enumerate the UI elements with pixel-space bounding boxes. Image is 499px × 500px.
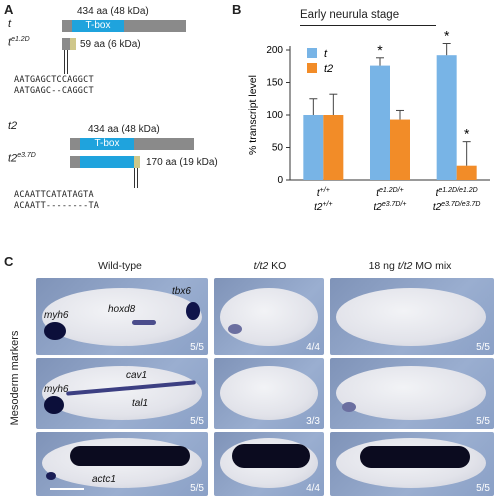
image-ko-row3: 4/4 bbox=[214, 432, 324, 496]
t-mutant-bar bbox=[62, 38, 70, 50]
legend-swatch-t2 bbox=[307, 63, 317, 73]
image-mo-row2: 5/5 bbox=[330, 358, 494, 429]
col-header-wildtype: Wild-type bbox=[98, 260, 142, 272]
t-mutant-frameshift bbox=[70, 38, 76, 50]
chart-title-underline bbox=[300, 25, 436, 26]
legend-label-t2: t2 bbox=[324, 63, 333, 75]
ratio-r2c1: 5/5 bbox=[190, 416, 204, 427]
stain-hoxd8 bbox=[132, 320, 156, 325]
ratio-r1c2: 4/4 bbox=[306, 342, 320, 353]
col-header-mo: 18 ng t/t2 MO mix bbox=[368, 260, 452, 272]
bar-t-0 bbox=[303, 115, 324, 180]
marker-cav1: cav1 bbox=[126, 370, 148, 381]
ratio-r3c1: 5/5 bbox=[190, 483, 204, 494]
t2-mutant-length: 170 aa (19 kDa) bbox=[146, 157, 218, 168]
t2-wt-sequence: ACAATTCATATAGTA bbox=[14, 190, 94, 200]
y-tick-label: 0 bbox=[277, 175, 283, 186]
image-mo-row3: 5/5 bbox=[330, 432, 494, 496]
stain-myh6 bbox=[44, 322, 66, 340]
col-header-ko: t/t2 KO bbox=[253, 260, 287, 272]
t-gene-label: t bbox=[8, 18, 12, 30]
legend-label-t: t bbox=[324, 48, 328, 60]
ratio-r2c2: 3/3 bbox=[306, 416, 320, 427]
t-mutant-label: te1.2D bbox=[8, 36, 30, 49]
panel-c-label: C bbox=[4, 254, 14, 269]
t-tbox-domain bbox=[72, 20, 124, 32]
ratio-r1c3: 5/5 bbox=[476, 342, 490, 353]
image-wt-row1: myh6 hoxd8 tbx6 5/5 bbox=[36, 278, 208, 355]
stain-actc1-somites bbox=[70, 446, 190, 466]
category-label-top-0: t+/+ bbox=[317, 187, 330, 199]
image-wt-row3: actc1 5/5 bbox=[36, 432, 208, 496]
panel-b-label: B bbox=[232, 2, 242, 17]
category-label-top-2: te1.2D/e1.2D bbox=[436, 187, 478, 199]
t-tbox-label: T-box bbox=[85, 20, 111, 31]
marker-myh6-a: myh6 bbox=[44, 310, 69, 321]
t2-site-line bbox=[134, 168, 135, 188]
bar-chart: 0 50 100 150 200 % transcript level t t2 t+/+ t2+… bbox=[247, 30, 490, 213]
marker-actc1: actc1 bbox=[92, 474, 116, 485]
chart-title: Early neurula stage bbox=[300, 9, 400, 21]
t2-site-line2 bbox=[137, 168, 138, 188]
t-mut-sequence: AATGAGC--CAGGCT bbox=[14, 86, 94, 96]
ratio-r1c1: 5/5 bbox=[190, 342, 204, 353]
panel-a-label: A bbox=[4, 2, 14, 17]
marker-myh6-b: myh6 bbox=[44, 384, 69, 395]
bar-t2-0 bbox=[323, 115, 344, 180]
legend-swatch-t bbox=[307, 48, 317, 58]
y-tick-label: 50 bbox=[272, 143, 284, 154]
sig-star-t2-2: * bbox=[464, 126, 470, 142]
t-wt-sequence: AATGAGCTCCAGGCT bbox=[14, 75, 94, 85]
t-protein-length: 434 aa (48 kDa) bbox=[77, 6, 149, 17]
t-mutant-length: 59 aa (6 kDa) bbox=[80, 39, 141, 50]
stain-faint-r2c3 bbox=[342, 402, 356, 412]
sig-star-t-1: * bbox=[377, 42, 383, 58]
sig-star-t-2: * bbox=[444, 30, 450, 44]
stain-actc1-mo bbox=[360, 446, 470, 468]
t-site-line2 bbox=[67, 50, 68, 74]
marker-hoxd8: hoxd8 bbox=[108, 304, 136, 315]
image-wt-row2: myh6 cav1 tal1 5/5 bbox=[36, 358, 208, 429]
t2-tbox-label: T-box bbox=[94, 138, 120, 149]
t2-mutant-frameshift bbox=[134, 156, 140, 168]
t-site-line bbox=[64, 50, 65, 74]
bar-t-2 bbox=[436, 55, 457, 181]
t2-mutant-bar bbox=[70, 156, 80, 168]
t2-mut-sequence: ACAATT--------TA bbox=[14, 201, 100, 211]
bar-t-1 bbox=[370, 65, 390, 180]
mesoderm-markers-label: Mesoderm markers bbox=[9, 330, 21, 426]
image-ko-row2: 3/3 bbox=[214, 358, 324, 429]
stain-myh6-b bbox=[44, 396, 64, 414]
stain-tbx6 bbox=[186, 302, 200, 320]
marker-tal1: tal1 bbox=[132, 398, 149, 409]
t2-protein-length: 434 aa (48 kDa) bbox=[88, 124, 160, 135]
y-axis-label: % transcript level bbox=[247, 75, 259, 155]
t2-mutant-label: t2e3.7D bbox=[8, 152, 36, 165]
stain-actc1-ko bbox=[232, 444, 310, 468]
ratio-r3c2: 4/4 bbox=[306, 483, 320, 494]
t2-tbox-domain bbox=[80, 138, 134, 150]
image-ko-row1: 4/4 bbox=[214, 278, 324, 355]
category-label-top-1: te1.2D/+ bbox=[376, 187, 404, 199]
y-tick-label: 200 bbox=[266, 45, 283, 56]
ratio-r2c3: 5/5 bbox=[476, 416, 490, 427]
t2-gene-label: t2 bbox=[8, 120, 18, 132]
t2-mutant-tbox bbox=[80, 156, 134, 168]
bar-t2-1 bbox=[390, 119, 410, 180]
stain-faint-r1c2 bbox=[228, 324, 242, 334]
y-tick-label: 150 bbox=[266, 78, 283, 89]
y-tick-label: 100 bbox=[266, 110, 283, 121]
category-label-bottom-1: t2e3.7D/+ bbox=[373, 201, 406, 213]
ratio-r3c3: 5/5 bbox=[476, 483, 490, 494]
category-label-bottom-2: t2e3.7D/e3.7D bbox=[433, 201, 481, 213]
stain-actc1-heart bbox=[46, 472, 56, 480]
marker-tbx6: tbx6 bbox=[172, 286, 191, 297]
category-label-bottom-0: t2+/+ bbox=[314, 201, 332, 213]
bar-t2-2 bbox=[456, 165, 477, 180]
image-mo-row1: 5/5 bbox=[330, 278, 494, 355]
scale-bar bbox=[50, 488, 84, 490]
